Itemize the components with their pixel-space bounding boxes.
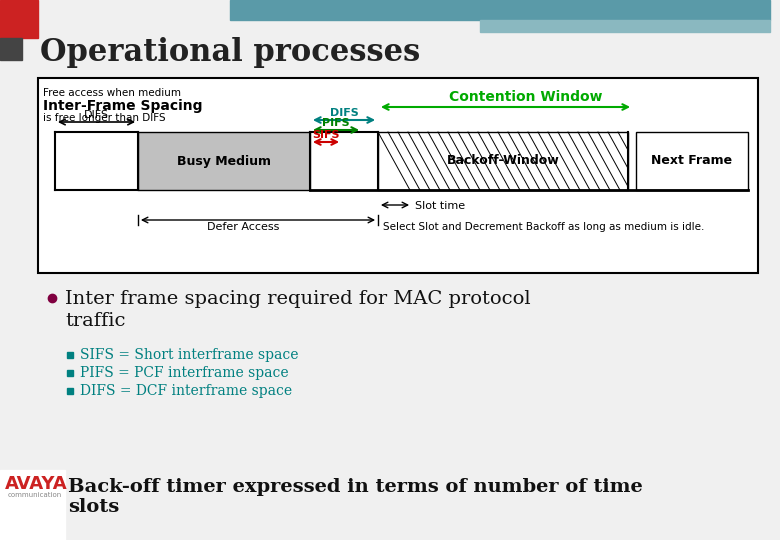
Text: PIFS: PIFS [322,118,349,128]
Text: is free longer than DIFS: is free longer than DIFS [43,113,165,123]
Bar [480,20,770,32]
Bar [0,0,38,38]
Text: Contention Window: Contention Window [448,90,602,104]
Text: Select Slot and Decrement Backoff as long as medium is idle.: Select Slot and Decrement Backoff as lon… [383,222,704,232]
Bar [0,470,65,540]
Bar [378,132,628,190]
Text: AVAYA: AVAYA [5,475,68,493]
Text: Operational processes: Operational processes [40,37,420,68]
Text: SIFS = Short interframe space: SIFS = Short interframe space [80,348,299,362]
Text: DIFS = DCF interframe space: DIFS = DCF interframe space [80,384,292,398]
Text: PIFS = PCF interframe space: PIFS = PCF interframe space [80,366,289,380]
Text: Inter frame spacing required for MAC protocol: Inter frame spacing required for MAC pro… [65,290,530,308]
Bar [38,78,758,273]
Text: Back-off timer expressed in terms of number of time: Back-off timer expressed in terms of num… [68,478,643,496]
Text: Backoff-Window: Backoff-Window [447,154,559,167]
Text: Slot time: Slot time [415,201,465,211]
Text: Busy Medium: Busy Medium [177,154,271,167]
Text: traffic: traffic [65,312,126,330]
Text: Defer Access: Defer Access [207,222,279,232]
Text: SIFS: SIFS [312,130,340,140]
Text: Inter-Frame Spacing: Inter-Frame Spacing [43,99,203,113]
Text: DIFS: DIFS [84,110,109,120]
Text: DIFS: DIFS [330,108,358,118]
Bar [230,0,770,20]
Text: Free access when medium: Free access when medium [43,88,181,98]
Bar [0,38,22,60]
Bar [636,132,748,190]
Text: Next Frame: Next Frame [651,154,732,167]
Text: communication: communication [8,492,62,498]
Bar [138,132,310,190]
Text: slots: slots [68,498,119,516]
